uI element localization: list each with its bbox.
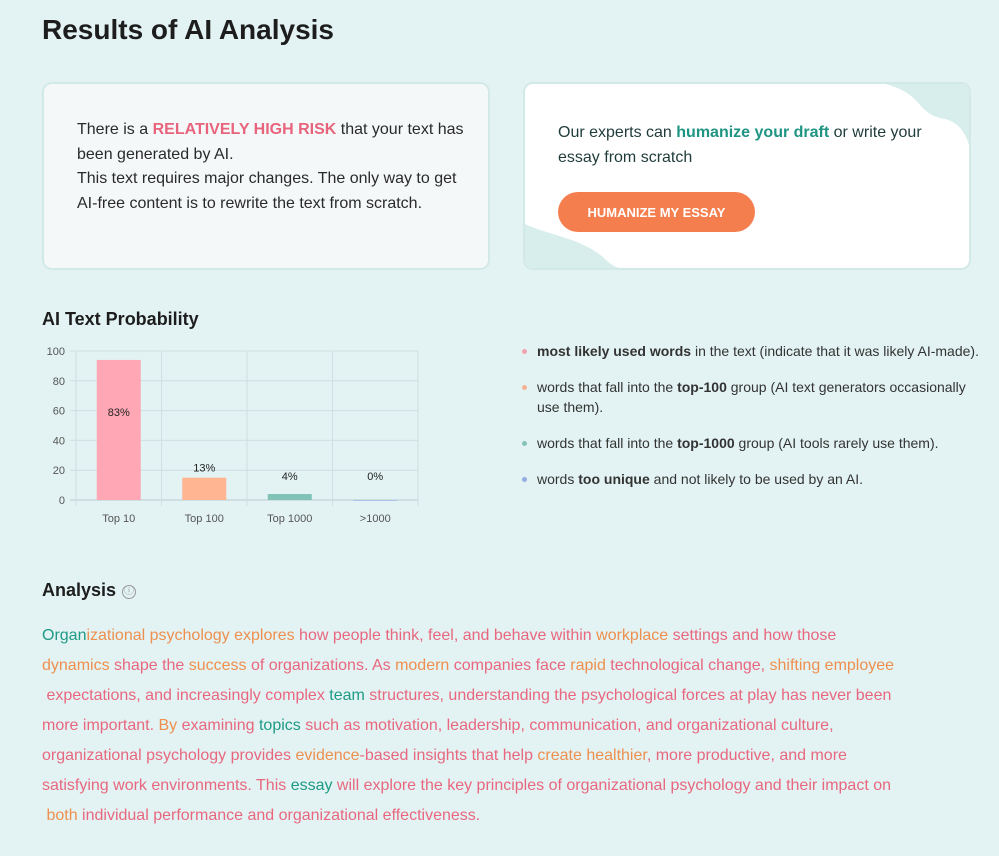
legend-text: group (AI text generators occasionally u… [537,379,966,415]
data-label: 13% [193,463,215,475]
legend-text: words [537,471,579,487]
top1000-word: team [329,687,365,704]
legend-text: in the text (indicate that it was likely… [691,343,979,359]
cta-suffix: or write your essay from scratch [558,124,922,166]
top100-word: modern [395,657,450,674]
legend-bold: most likely used words [537,343,692,359]
top10-word: -based insights that help [359,747,538,764]
top10-word: of organizations. As [246,657,396,674]
legend-bold: top-100 [677,379,727,395]
page-title: Results of AI Analysis [42,14,335,45]
probability-chart: 0 20 40 60 80 100 83% Top 10 13% Top 100 4% Top 100… [47,346,419,525]
top10-word: such as motivation, leadership, communic… [300,717,834,734]
top100-word: dynamics [42,657,110,674]
analysis-line: organizational psychology provides evide… [42,741,982,771]
legend-item: words that fall into the top-1000 group … [520,433,980,453]
data-label: 0% [367,471,383,483]
risk-suffix: that your text has been generated by AI. [77,121,464,163]
top10-word: shape the [109,657,189,674]
top100-word: rapid [570,657,606,674]
risk-card: There is a RELATIVELY HIGH RISK that you… [42,82,490,270]
legend-dot-icon [522,441,527,446]
legend-item: words too unique and not likely to be us… [520,469,980,489]
risk-level: RELATIVELY HIGH RISK [152,121,337,138]
legend: most likely used words in the text (indi… [520,341,980,505]
analysis-line: Organizational psychology explores how p… [42,621,982,651]
legend-bold: top-1000 [677,435,735,451]
top10-word: how people think, feel, and behave withi… [294,627,597,644]
data-label: 83% [108,407,130,419]
analysis-line: both individual performance and organiza… [42,801,982,831]
y-tick-label: 20 [53,465,65,477]
top10-word: organizational psychology provides [42,747,296,764]
analysis-line: expectations, and increasingly complex t… [42,681,982,711]
probability-title: AI Text Probability [42,309,199,329]
x-tick-label: Top 10 [102,513,135,525]
bar [267,494,312,500]
legend-text: group (AI tools rarely use them). [734,435,939,451]
cta-highlight: humanize your draft [676,124,830,141]
top100-word: By [158,717,178,734]
legend-text: words that fall into the [537,435,678,451]
bar [96,359,141,500]
top1000-word: Organ [42,627,87,644]
humanize-my-essay-button[interactable]: HUMANIZE MY ESSAY [558,192,755,232]
bar [182,477,227,500]
top100-word: both [42,807,78,824]
info-icon[interactable]: ⓘ [122,585,137,599]
y-tick-label: 0 [59,495,65,507]
top100-word: success [188,657,247,674]
legend-dot-icon [522,349,527,354]
cta-prefix: Our experts can [558,124,677,141]
analysis-line: dynamics shape the success of organizati… [42,651,982,681]
analysis-line: more important. By examining topics such… [42,711,982,741]
top1000-word: topics [258,717,301,734]
top10-word: settings and how those [668,627,837,644]
risk-message: There is a RELATIVELY HIGH RISK that you… [77,118,467,216]
top100-word: create healthier [537,747,647,764]
top1000-word: essay [290,777,333,794]
legend-text: and not likely to be used by an AI. [649,471,864,487]
analysis-title-text: Analysis [42,580,117,600]
top100-word: shifting employee [769,657,895,674]
y-tick-label: 80 [53,376,65,388]
x-tick-label: Top 100 [185,513,224,525]
top100-word: izational psychology explores [86,627,295,644]
analysis-text: Organizational psychology explores how p… [42,621,982,831]
y-tick-label: 60 [53,406,65,418]
analysis-line: satisfying work environments. This essay… [42,771,982,801]
risk-prefix: There is a [77,121,153,138]
legend-text: words that fall into the [537,379,678,395]
analysis-title: Analysis ⓘ [42,580,137,601]
top10-word: examining [177,717,259,734]
top100-word: evidence [295,747,360,764]
top10-word: companies face [449,657,571,674]
top10-word: satisfying work environments. This [42,777,291,794]
top10-word: expectations, and increasingly complex [42,687,330,704]
top100-word: workplace [596,627,669,644]
top10-word: structures, understanding the psychologi… [364,687,892,704]
top10-word: technological change, [605,657,770,674]
legend-item: most likely used words in the text (indi… [520,341,980,361]
humanize-card: Our experts can humanize your draft or w… [523,82,971,270]
top10-word: individual performance and organizationa… [77,807,481,824]
x-tick-label: Top 1000 [267,513,312,525]
y-tick-label: 40 [53,435,65,447]
top10-word: will explore the key principles of organ… [332,777,892,794]
risk-advice: This text requires major changes. The on… [77,170,457,212]
humanize-message: Our experts can humanize your draft or w… [558,121,938,170]
x-tick-label: >1000 [360,513,391,525]
y-tick-label: 100 [47,346,65,358]
legend-item: words that fall into the top-100 group (… [520,377,980,417]
legend-dot-icon [522,385,527,390]
top10-word: more important. [42,717,159,734]
top10-word: , more productive, and more [646,747,847,764]
bar [353,500,398,501]
legend-bold: too unique [578,471,650,487]
legend-dot-icon [522,477,527,482]
data-label: 4% [282,471,298,483]
decorative-wave [525,84,969,268]
